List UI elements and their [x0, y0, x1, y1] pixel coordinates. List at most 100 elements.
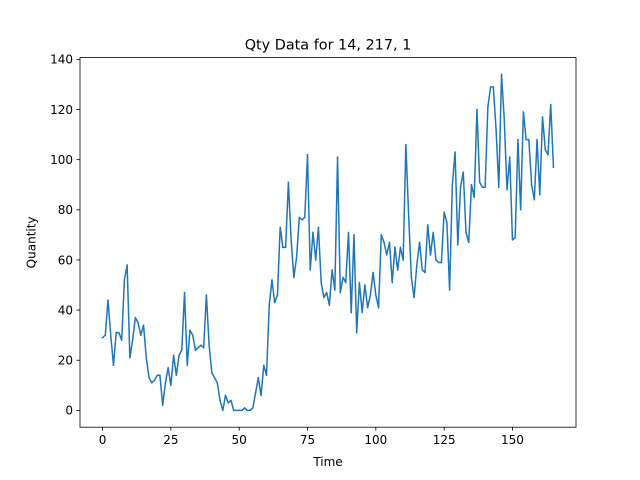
data-point: [388, 241, 391, 244]
data-point: [413, 296, 415, 299]
data-point: [448, 289, 451, 291]
data-point: [454, 151, 456, 153]
data-point: [410, 276, 413, 279]
data-point: [150, 382, 153, 384]
data-point: [484, 186, 486, 188]
data-point: [252, 407, 254, 409]
data-point: [243, 407, 246, 409]
y-tick-label: 60: [58, 253, 73, 267]
data-point: [123, 279, 126, 281]
data-point: [170, 384, 172, 387]
data-point: [129, 356, 131, 359]
data-point: [547, 153, 549, 156]
data-point: [394, 246, 396, 249]
data-point: [418, 241, 421, 244]
data-point: [429, 254, 432, 256]
x-tick-label: 100: [364, 433, 387, 447]
data-point: [492, 86, 495, 88]
data-point: [443, 211, 445, 214]
data-point: [156, 374, 158, 377]
data-point: [126, 264, 128, 266]
data-point: [342, 276, 344, 279]
data-point: [205, 294, 208, 296]
data-point: [227, 402, 229, 404]
data-point: [260, 394, 262, 397]
y-axis-label: Quantity: [25, 216, 39, 268]
data-point: [178, 354, 180, 356]
x-axis-label: Time: [312, 455, 342, 469]
data-point: [347, 231, 350, 234]
data-point: [265, 374, 268, 377]
data-point: [361, 311, 363, 314]
x-tick-label: 0: [99, 433, 107, 447]
data-point: [211, 372, 213, 374]
data-point: [238, 409, 240, 412]
data-point: [372, 271, 374, 274]
data-point: [216, 382, 219, 384]
data-point: [309, 269, 311, 271]
data-point: [345, 281, 347, 284]
data-point: [263, 364, 265, 367]
data-point: [137, 321, 139, 324]
data-point: [437, 261, 440, 264]
data-point: [522, 111, 525, 113]
data-point: [301, 219, 303, 221]
data-point: [440, 261, 443, 264]
data-point: [298, 216, 301, 219]
data-point: [399, 246, 402, 249]
data-point: [511, 239, 514, 241]
data-point: [334, 289, 336, 291]
data-point: [241, 409, 243, 412]
y-axis-ticks: 0 20 40 60 80 100 120 140: [50, 53, 80, 418]
data-point: [115, 331, 117, 334]
data-point: [457, 244, 459, 246]
data-point: [467, 241, 470, 244]
data-point: [369, 294, 372, 296]
data-point: [134, 316, 137, 319]
plot-frame: [79, 57, 577, 428]
data-point: [451, 183, 454, 186]
data-point: [435, 259, 437, 261]
data-point: [498, 186, 500, 188]
data-point: [249, 409, 251, 412]
x-axis-ticks: 0 25 50 75 100 125 150: [99, 427, 524, 447]
data-point: [517, 138, 519, 141]
data-point: [481, 186, 484, 188]
data-point: [282, 246, 284, 249]
data-point: [503, 118, 506, 121]
data-point: [465, 231, 467, 234]
data-point: [284, 246, 287, 249]
data-point: [271, 279, 273, 281]
data-point: [314, 259, 317, 261]
data-point: [424, 271, 426, 274]
chart-title: Qty Data for 14, 217, 1: [245, 38, 412, 54]
data-point: [331, 269, 333, 271]
data-point: [197, 346, 199, 349]
x-tick-label: 125: [433, 433, 456, 447]
data-point: [276, 294, 279, 296]
data-point: [142, 324, 145, 326]
data-point: [159, 374, 161, 377]
data-point: [328, 304, 331, 306]
data-point: [473, 196, 475, 199]
data-point: [508, 156, 511, 158]
data-point: [246, 409, 249, 412]
data-point: [230, 399, 232, 402]
data-point: [380, 234, 383, 236]
data-point: [287, 181, 290, 183]
data-point: [533, 199, 536, 201]
data-point: [140, 334, 142, 336]
data-point: [175, 374, 178, 377]
data-point: [536, 138, 538, 141]
y-tick-label: 20: [58, 354, 73, 368]
data-point: [427, 224, 429, 226]
data-point: [336, 156, 339, 158]
series-line: [101, 73, 555, 412]
data-point: [235, 409, 238, 412]
data-point: [189, 329, 191, 331]
data-point: [222, 409, 224, 412]
data-point: [109, 334, 112, 336]
data-point: [350, 311, 352, 314]
data-point: [290, 239, 292, 241]
data-point: [257, 377, 260, 379]
